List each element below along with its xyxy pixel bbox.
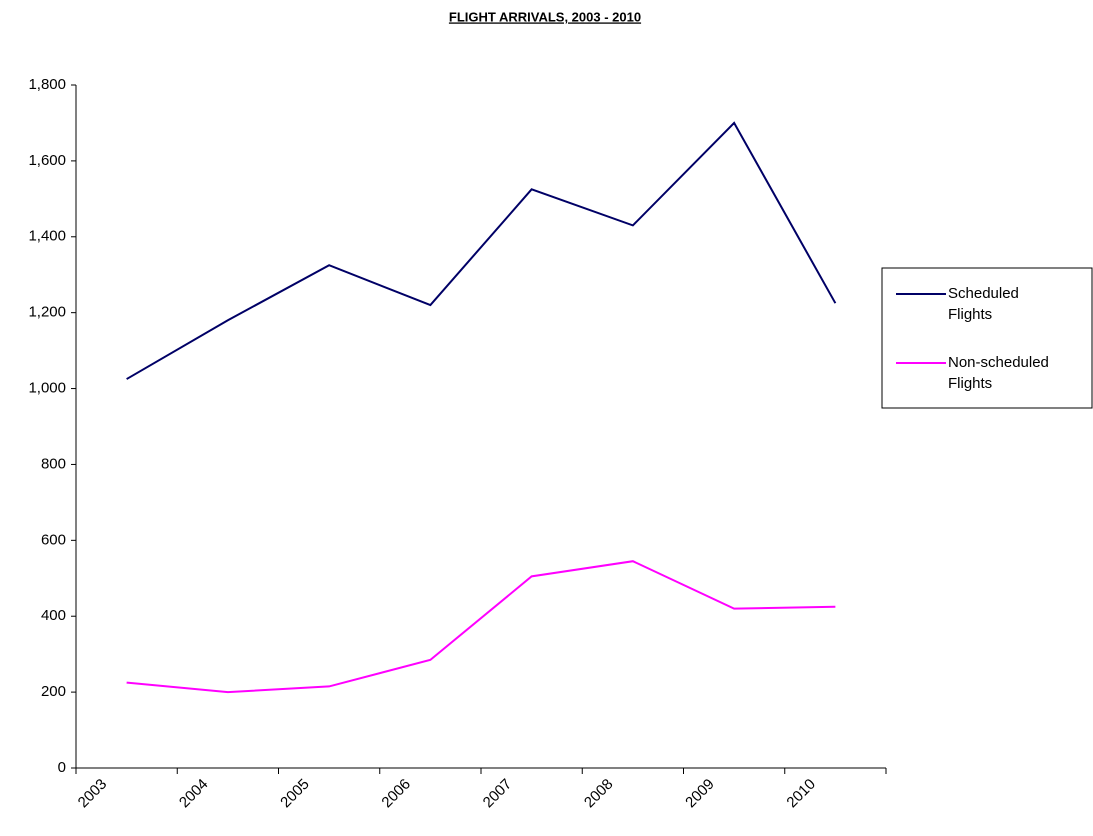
legend-label-line: Non-scheduled — [948, 354, 1053, 371]
y-tick-label: 1,200 — [28, 304, 66, 321]
y-tick-label: 1,400 — [28, 228, 66, 245]
y-tick-label: 800 — [41, 455, 66, 472]
legend-label: Non-scheduled Flights — [948, 354, 1053, 392]
x-tick-label: 2008 — [581, 776, 617, 812]
legend-label-line: Flights — [948, 375, 992, 392]
legend-label-line: Scheduled — [948, 285, 1023, 302]
y-tick-label: 400 — [41, 607, 66, 624]
legend-label-line: Flights — [948, 306, 992, 323]
chart-title: FLIGHT ARRIVALS, 2003 - 2010 — [449, 9, 641, 24]
legend-label: Scheduled Flights — [948, 285, 1023, 323]
x-tick-label: 2009 — [682, 776, 718, 812]
x-tick-label: 2007 — [480, 776, 516, 812]
x-tick-label: 2004 — [176, 776, 212, 812]
series-line — [126, 121, 837, 380]
x-tick-label: 2010 — [783, 776, 819, 812]
y-tick-label: 1,000 — [28, 380, 66, 397]
x-tick-label: 2005 — [277, 776, 313, 812]
y-tick-label: 200 — [41, 683, 66, 700]
x-tick-label: 2003 — [75, 776, 111, 812]
y-tick-label: 0 — [58, 759, 66, 776]
legend-box — [881, 267, 1093, 409]
y-tick-label: 1,800 — [28, 76, 66, 93]
y-tick-label: 600 — [41, 531, 66, 548]
y-tick-label: 1,600 — [28, 152, 66, 169]
x-tick-label: 2006 — [378, 776, 414, 812]
series-line — [126, 560, 836, 694]
